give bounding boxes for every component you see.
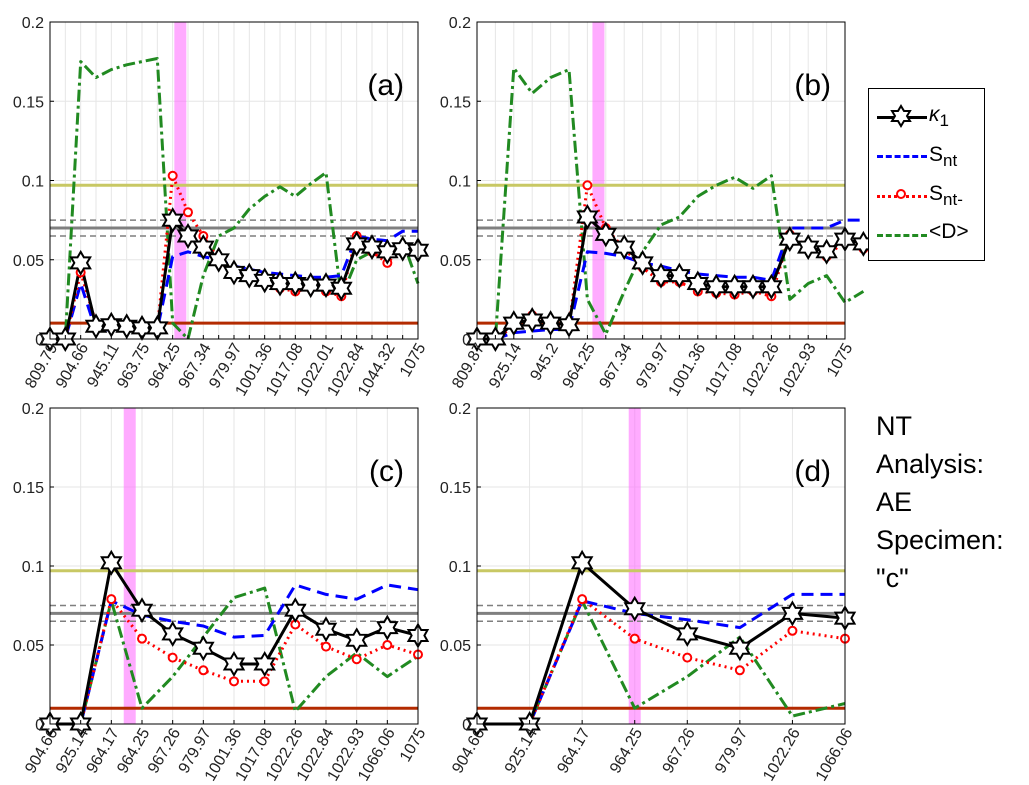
legend: κ1 Snt Snt- <D> [868, 88, 985, 261]
x-tick-label: 964.25 [607, 725, 646, 776]
note-line-4: Specimen: [876, 521, 1026, 559]
x-tick-label: 979.97 [633, 340, 672, 391]
point-snt-minus [736, 666, 744, 674]
note-line-3: AE [876, 483, 1026, 521]
panel-3: 00.050.10.150.2904.66925.14964.17964.259… [13, 401, 430, 784]
point-snt-minus [199, 666, 207, 674]
y-tick-label: 0.05 [440, 253, 471, 270]
x-tick-label: 1066.06 [813, 725, 857, 784]
y-tick-label: 0.15 [13, 94, 44, 111]
legend-label-k1-main: κ [929, 103, 940, 126]
legend-label-snt-sub: nt [943, 151, 957, 170]
legend-label-k1: κ1 [929, 103, 949, 131]
y-tick-label: 0.1 [22, 174, 44, 191]
legend-label-sntm-main: S [929, 182, 943, 205]
panel-label: (a) [367, 69, 404, 102]
legend-line-d [877, 234, 927, 237]
point-snt-minus [261, 677, 269, 685]
note-line-5: "c" [876, 559, 1026, 597]
y-tick-label: 0.1 [449, 559, 471, 576]
point-snt-minus [169, 172, 177, 180]
legend-label-snt: Snt [929, 143, 957, 171]
point-snt-minus [683, 654, 691, 662]
note-line-2: Analysis: [876, 445, 1026, 483]
panel-label: (d) [794, 455, 831, 488]
legend-line-k1 [877, 116, 927, 119]
point-snt-minus [788, 627, 796, 635]
x-tick-label: 967.26 [660, 725, 699, 776]
x-tick-label: 964.17 [554, 725, 593, 776]
point-snt-minus [383, 641, 391, 649]
point-snt-minus [583, 181, 591, 189]
legend-label-sntm: Snt- [929, 182, 963, 210]
panel-label: (b) [794, 69, 831, 102]
x-tick-label: 925.14 [486, 340, 525, 391]
x-tick-label: 967.34 [596, 340, 635, 391]
y-tick-label: 0.2 [449, 401, 471, 418]
y-tick-label: 0.15 [440, 480, 471, 497]
x-tick-label: 1075 [824, 340, 857, 379]
panel-label: (c) [369, 455, 404, 488]
x-tick-label: 945.2 [527, 340, 562, 383]
y-tick-label: 0.2 [449, 15, 471, 32]
note-line-1: NT [876, 407, 1026, 445]
highlight-band [174, 22, 186, 339]
panel-4: 0 0.05 0.1 0.15 0.2 904.66 925.14 964.17 964.25 9… [440, 401, 857, 784]
legend-label-snt-main: S [929, 143, 943, 166]
point-snt-minus [230, 677, 238, 685]
y-tick-label: 0.2 [22, 401, 44, 418]
analysis-note: NT Analysis: AE Specimen: "c" [876, 407, 1026, 597]
point-snt-minus [631, 635, 639, 643]
highlight-band [629, 408, 641, 724]
legend-label-d: <D> [929, 220, 969, 244]
legend-line-sntm [877, 195, 927, 198]
point-snt-minus [184, 208, 192, 216]
y-tick-label: 0.05 [440, 638, 471, 655]
y-tick-label: 0.15 [440, 94, 471, 111]
y-tick-label: 0.2 [22, 15, 44, 32]
point-snt-minus [578, 595, 586, 603]
highlight-band [592, 22, 604, 339]
y-tick-label: 0.1 [22, 559, 44, 576]
y-tick-label: 0.15 [13, 480, 44, 497]
x-tick-label: 809.87 [449, 340, 488, 391]
panel-2: 00.050.10.150.2809.87925.14 945.2964.2596… [440, 15, 873, 399]
x-tick-label: 925.14 [502, 725, 541, 776]
x-tick-label: 904.66 [449, 725, 488, 776]
legend-label-sntm-sub: nt- [943, 190, 963, 209]
y-tick-label: 0.1 [449, 174, 471, 191]
x-tick-label: 979.97 [712, 725, 751, 776]
point-snt-minus [107, 595, 115, 603]
panel-1: 00.050.10.150.2809.79904.66945.11963.759… [13, 15, 430, 399]
legend-line-snt [877, 155, 927, 158]
legend-label-k1-sub: 1 [940, 111, 949, 130]
x-tick-label: 1075 [397, 340, 430, 379]
x-tick-label: 964.25 [560, 340, 599, 391]
point-snt-minus [138, 635, 146, 643]
point-snt-minus [353, 655, 361, 663]
x-tick-label: 1075 [397, 725, 430, 764]
point-snt-minus [169, 654, 177, 662]
y-tick-label: 0.05 [13, 638, 44, 655]
x-tick-label: 1022.26 [760, 725, 804, 784]
y-tick-label: 0.05 [13, 253, 44, 270]
point-snt-minus [322, 643, 330, 651]
